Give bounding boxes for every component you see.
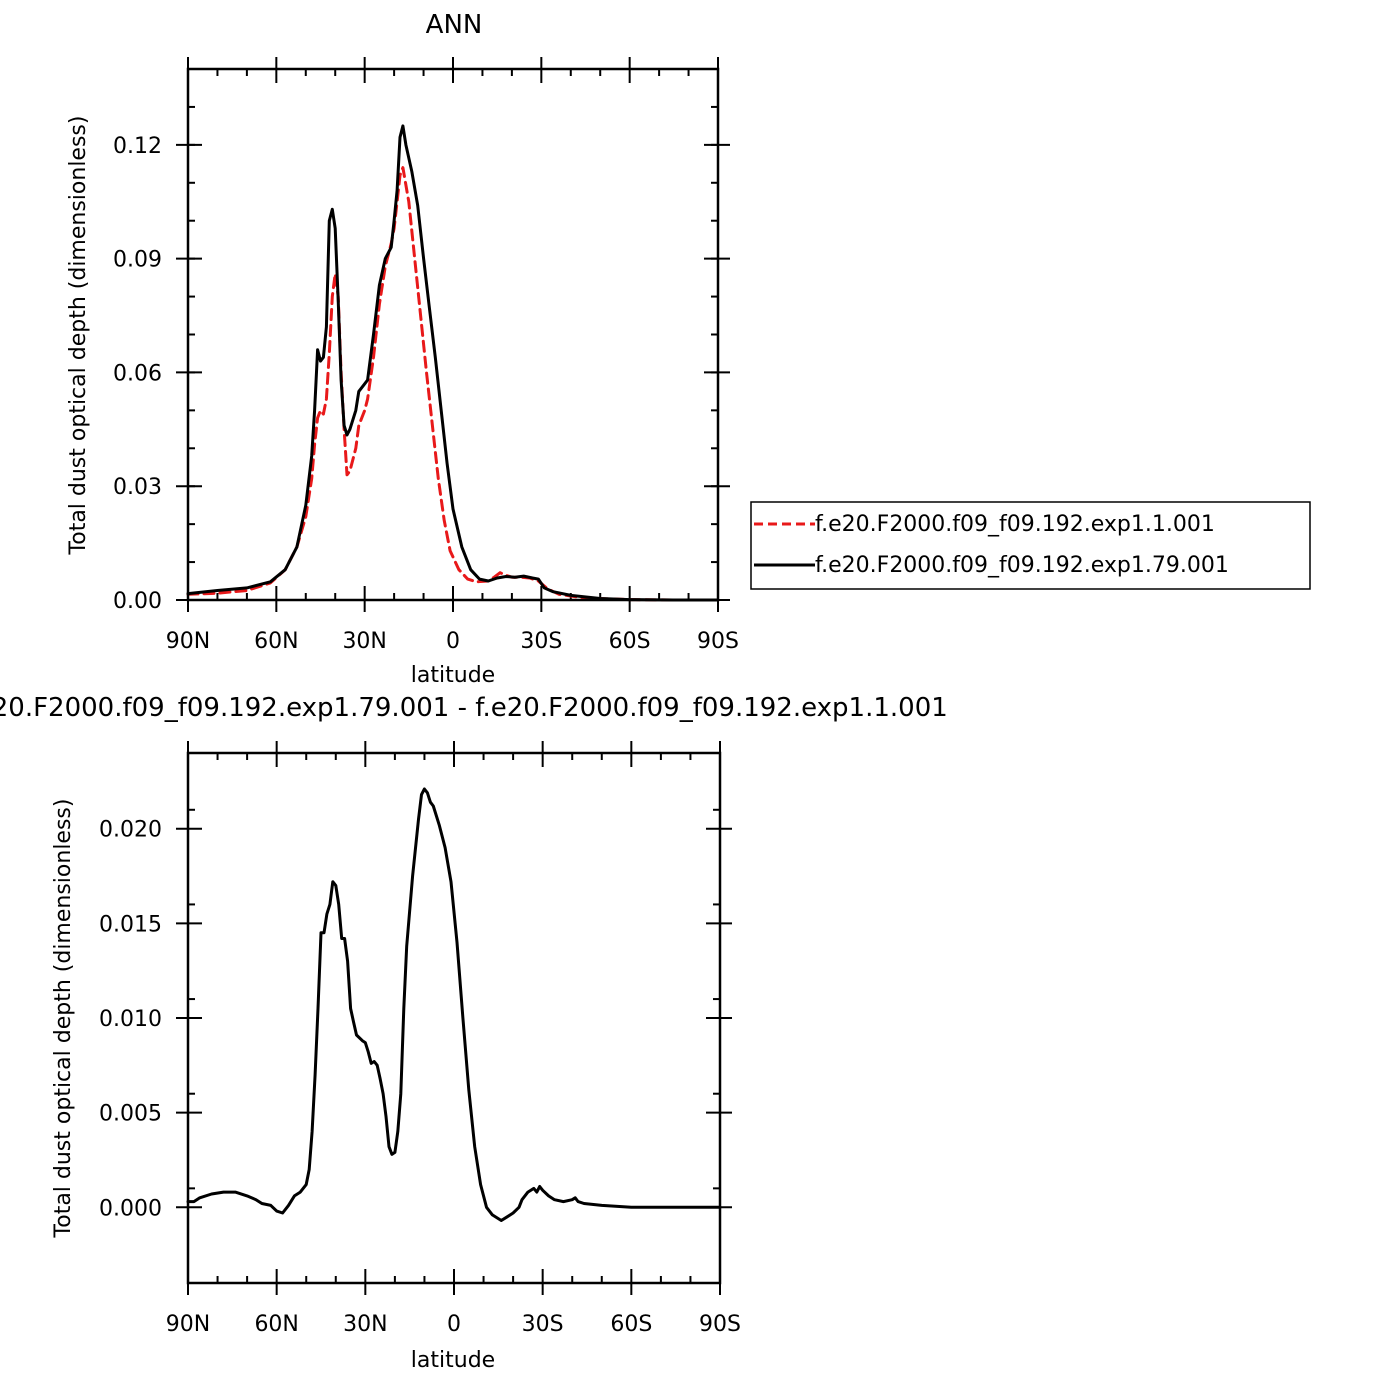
top-panel: ANN 90N 60N 30N 0 30S 60S 90S 0.00 0.03 0.06 0.09 0…	[66, 10, 739, 688]
x-tick-label: 90S	[699, 1312, 741, 1337]
y-tick-label: 0.020	[99, 818, 162, 843]
y-tick-label: 0.015	[99, 912, 162, 937]
series-line-2	[186, 124, 720, 602]
x-tick-label: 30S	[520, 629, 562, 654]
y-tick-label: 0.06	[113, 361, 162, 386]
bottom-axis-ticks	[176, 741, 732, 1295]
top-plot-title: ANN	[426, 10, 483, 40]
x-tick-label: 30S	[522, 1312, 564, 1337]
top-y-axis-label: Total dust optical depth (dimensionless)	[66, 116, 91, 556]
top-tick-labels: 90N 60N 30N 0 30S 60S 90S 0.00 0.03 0.06 0.09 0.12	[113, 134, 739, 654]
series-line-1	[186, 166, 720, 602]
y-tick-label: 0.010	[99, 1007, 162, 1032]
top-axis-ticks	[176, 57, 730, 612]
series-line-1	[186, 787, 722, 1222]
top-x-axis-label: latitude	[411, 663, 495, 688]
legend-label-series-2: f.e20.F2000.f09_f09.192.exp1.79.001	[815, 553, 1229, 578]
x-tick-label: 0	[446, 629, 460, 654]
y-tick-label: 0.09	[113, 248, 162, 273]
bottom-plot-frame	[186, 751, 722, 1285]
bottom-plot-title: f.e20.F2000.f09_f09.192.exp1.79.001 - f.…	[0, 693, 948, 723]
top-plot-frame	[186, 67, 720, 602]
x-tick-label: 60N	[254, 1312, 298, 1337]
x-tick-label: 60S	[610, 1312, 652, 1337]
x-tick-label: 30N	[343, 1312, 387, 1337]
bottom-y-axis-label: Total dust optical depth (dimensionless)	[51, 799, 76, 1239]
x-tick-label: 90N	[166, 629, 210, 654]
x-tick-label: 90N	[166, 1312, 210, 1337]
y-tick-label: 0.12	[113, 134, 162, 159]
x-tick-label: 0	[447, 1312, 461, 1337]
bottom-tick-labels: 90N 60N 30N 0 30S 60S 90S 0.000 0.005 0.010 0.015 0…	[99, 818, 741, 1337]
legend-label-series-1: f.e20.F2000.f09_f09.192.exp1.1.001	[815, 512, 1215, 537]
bottom-panel: f.e20.F2000.f09_f09.192.exp1.79.001 - f.…	[0, 693, 948, 1373]
bottom-x-axis-label: latitude	[411, 1348, 495, 1373]
x-tick-label: 30N	[342, 629, 386, 654]
x-tick-label: 90S	[697, 629, 739, 654]
x-tick-label: 60S	[609, 629, 651, 654]
bottom-series-group	[186, 787, 722, 1222]
y-tick-label: 0.005	[99, 1102, 162, 1127]
x-tick-label: 60N	[254, 629, 298, 654]
y-tick-label: 0.00	[113, 589, 162, 614]
top-series-group	[186, 124, 720, 602]
y-tick-label: 0.000	[99, 1196, 162, 1221]
legend-box	[750, 501, 1311, 590]
y-tick-label: 0.03	[113, 475, 162, 500]
legend: f.e20.F2000.f09_f09.192.exp1.1.001 f.e20…	[750, 501, 1311, 590]
